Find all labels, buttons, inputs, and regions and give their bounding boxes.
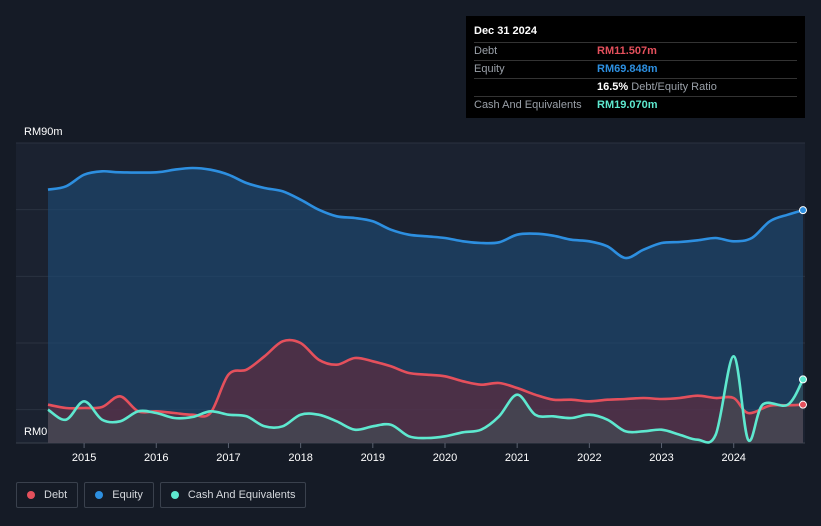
x-tick-label: 2022 xyxy=(577,452,601,464)
x-axis-ticks: 2015 2016 2017 2018 2019 2020 2021 2022 2023 2024 xyxy=(72,443,746,464)
tooltip-debt-label: Debt xyxy=(474,45,498,57)
x-tick-label: 2021 xyxy=(505,452,529,464)
legend-item-cash[interactable]: Cash And Equivalents xyxy=(159,482,307,508)
legend-cash-label: Cash And Equivalents xyxy=(187,489,296,501)
y-axis-max-label: RM90m xyxy=(24,126,63,138)
equity-dot-icon xyxy=(95,491,104,499)
tooltip-row-ratio: 16.5% Debt/Equity Ratio xyxy=(474,79,797,97)
tooltip-cash-value: RM19.070m xyxy=(597,99,658,111)
x-tick-label: 2018 xyxy=(288,452,312,464)
x-tick-label: 2019 xyxy=(361,452,385,464)
tooltip-ratio-label: Debt/Equity Ratio xyxy=(631,81,717,93)
legend-item-debt[interactable]: Debt xyxy=(16,482,79,508)
x-tick-label: 2016 xyxy=(144,452,168,464)
x-tick-label: 2017 xyxy=(216,452,240,464)
tooltip-equity-label: Equity xyxy=(474,63,505,75)
cash-dot-icon xyxy=(170,491,179,499)
tooltip-equity-value: RM69.848m xyxy=(597,63,658,75)
debt-area xyxy=(48,340,803,443)
debt-dot-icon xyxy=(27,491,35,499)
y-axis-min-label: RM0 xyxy=(24,426,47,438)
cash-and-equivalents-end-marker xyxy=(799,375,807,384)
tooltip-ratio-value: 16.5% xyxy=(597,81,629,93)
cash-and-equivalents-line xyxy=(47,354,805,444)
x-tick-label: 2024 xyxy=(721,452,745,464)
legend-equity-label: Equity xyxy=(112,489,143,501)
legend-item-equity[interactable]: Equity xyxy=(84,482,154,508)
equity-line xyxy=(47,166,804,260)
x-tick-label: 2023 xyxy=(649,452,673,464)
legend: Debt Equity Cash And Equivalents xyxy=(16,482,307,510)
debt-line xyxy=(47,338,804,418)
tooltip-date: Dec 31 2024 xyxy=(474,24,797,43)
tooltip: Dec 31 2024 Debt RM11.507m Equity RM69.8… xyxy=(466,16,805,118)
x-tick-label: 2015 xyxy=(72,452,96,464)
cash-and-equivalents-area xyxy=(48,356,803,443)
tooltip-row-cash: Cash And Equivalents RM19.070m xyxy=(474,97,797,114)
equity-end-marker xyxy=(799,206,807,215)
series-areas xyxy=(48,168,803,443)
tooltip-debt-value: RM11.507m xyxy=(597,45,657,57)
end-markers xyxy=(799,206,807,409)
debt-end-marker xyxy=(799,400,807,409)
series-lines xyxy=(47,166,805,444)
legend-debt-label: Debt xyxy=(44,489,68,501)
tooltip-row-equity: Equity RM69.848m xyxy=(474,61,797,79)
tooltip-cash-label: Cash And Equivalents xyxy=(474,99,582,111)
tooltip-row-debt: Debt RM11.507m xyxy=(474,43,797,61)
x-tick-label: 2020 xyxy=(433,452,457,464)
